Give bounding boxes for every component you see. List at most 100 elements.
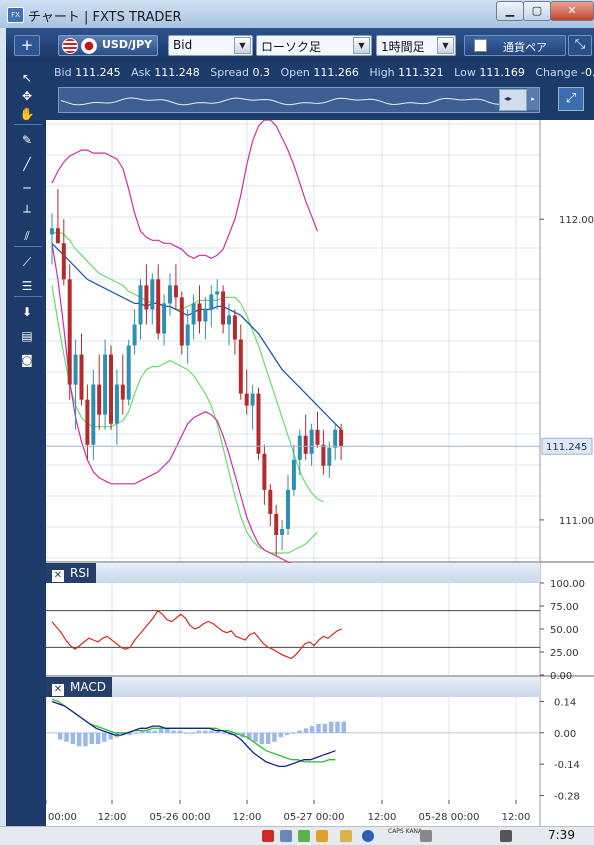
high-value: 111.321 bbox=[398, 66, 444, 79]
macd-tick-label: 0.14 bbox=[554, 697, 576, 708]
navigator-scroll-right-button[interactable]: ▸ bbox=[527, 88, 539, 110]
macd-histogram-bar bbox=[272, 732, 277, 742]
rsi-pane-tab[interactable]: ✕ RSI bbox=[46, 563, 96, 583]
close-icon[interactable]: ✕ bbox=[52, 570, 64, 582]
navigator-line bbox=[61, 97, 526, 106]
macd-pane-label: MACD bbox=[70, 680, 106, 694]
macd-tick-label: -0.14 bbox=[554, 760, 580, 771]
title-bar[interactable]: FX チャート | FXTS TRADER ▁ ▢ ✕ bbox=[0, 0, 594, 28]
candle-body bbox=[303, 435, 308, 454]
open-value: 111.266 bbox=[313, 66, 359, 79]
maximize-button[interactable]: ▢ bbox=[523, 1, 551, 21]
price-type-value: Bid bbox=[173, 38, 193, 52]
macd-histogram-bar bbox=[89, 732, 94, 745]
keyboard-tray-icon[interactable] bbox=[420, 830, 432, 842]
macd-histogram-bar bbox=[83, 732, 88, 747]
macd-histogram-bar bbox=[171, 730, 176, 733]
macd-histogram-bar bbox=[310, 726, 315, 733]
bollinger-lower-line bbox=[51, 243, 318, 575]
crosshair-tool-icon[interactable]: ✥ bbox=[21, 89, 33, 103]
close-icon[interactable]: ✕ bbox=[52, 684, 64, 696]
us-flag-icon bbox=[62, 38, 78, 54]
navigator-strip[interactable]: ◂▸ ▸ bbox=[58, 87, 540, 113]
bid-label: Bid bbox=[54, 66, 72, 79]
candle-body bbox=[333, 429, 338, 448]
minimize-button[interactable]: ▁ bbox=[496, 1, 524, 21]
rsi-tick-label: 100.00 bbox=[550, 579, 585, 590]
macd-histogram-bar bbox=[284, 732, 290, 736]
vline-tool-icon[interactable]: ┴ bbox=[23, 205, 31, 219]
close-button[interactable]: ✕ bbox=[550, 1, 594, 21]
download-icon[interactable]: ⬇ bbox=[21, 305, 33, 319]
macd-histogram-bar bbox=[209, 730, 214, 733]
hand-tool-icon[interactable]: ✋ bbox=[19, 107, 35, 121]
macd-histogram-bar bbox=[139, 730, 145, 733]
high-label: High bbox=[369, 66, 395, 79]
macd-histogram-bar bbox=[196, 730, 202, 733]
candle-body bbox=[109, 354, 113, 424]
chart-svg[interactable]: 111.245 112.000 111.000 100.00 75.00 50.00 25.… bbox=[46, 120, 594, 826]
zoom-fit-icon[interactable]: ⤢ bbox=[558, 87, 584, 111]
channel-tool-icon[interactable]: ⫽ bbox=[24, 229, 30, 243]
macd-tick-label: 0.00 bbox=[554, 729, 576, 740]
macd-histogram-bar bbox=[253, 732, 258, 742]
pointer-tool-icon[interactable]: ↖ bbox=[21, 71, 33, 85]
change-value: -0. bbox=[580, 66, 594, 79]
macd-line bbox=[51, 700, 336, 768]
hline-tool-icon[interactable]: ─ bbox=[23, 181, 31, 195]
candle-body bbox=[262, 453, 267, 490]
low-value: 111.169 bbox=[479, 66, 525, 79]
macd-histogram-bar bbox=[316, 723, 321, 733]
rsi-tick-label: 75.00 bbox=[550, 602, 579, 613]
macd-histogram-bar bbox=[297, 730, 302, 733]
macd-histogram-bar bbox=[303, 728, 309, 733]
navigator-thumb-glyph: ◂▸ bbox=[504, 94, 513, 103]
macd-histogram-bar bbox=[215, 730, 220, 733]
y-tick-label: 111.000 bbox=[559, 516, 594, 527]
app-window: FX チャート | FXTS TRADER ▁ ▢ ✕ + USD/JPY Bi… bbox=[0, 0, 594, 828]
network-tray-icon[interactable] bbox=[280, 830, 292, 842]
draw-tool-icon[interactable]: ✎ bbox=[21, 133, 33, 147]
fibonacci-tool-icon[interactable]: ☰ bbox=[21, 279, 33, 293]
help-tray-icon[interactable] bbox=[362, 830, 374, 842]
folder-tray-icon[interactable] bbox=[340, 830, 352, 842]
timeframe-dropdown[interactable]: 1時間足 ▼ bbox=[376, 35, 456, 56]
candle-body bbox=[280, 528, 285, 535]
candle-body bbox=[327, 447, 332, 466]
speaker-tray-icon[interactable] bbox=[500, 830, 512, 842]
chart-type-dropdown[interactable]: ローソク足 ▼ bbox=[256, 35, 372, 56]
compare-pair-toggle[interactable]: 通貨ペア bbox=[464, 35, 566, 56]
macd-pane-tab[interactable]: ✕ MACD bbox=[46, 677, 112, 697]
fan-tool-icon[interactable]: ⟋ bbox=[22, 255, 32, 269]
trendline-tool-icon[interactable]: ╱ bbox=[23, 157, 31, 171]
tool-separator bbox=[14, 246, 42, 247]
chart-type-value: ローソク足 bbox=[261, 40, 322, 54]
candle-body bbox=[321, 444, 326, 466]
chevron-down-icon: ▼ bbox=[353, 37, 370, 54]
list-icon[interactable]: ▤ bbox=[21, 329, 33, 343]
navigator-thumb[interactable]: ◂▸ bbox=[499, 89, 527, 111]
candle-body bbox=[91, 384, 96, 445]
candle-body bbox=[232, 315, 237, 340]
volume-tray-icon[interactable] bbox=[316, 830, 328, 842]
candle-body bbox=[55, 228, 60, 244]
app-tray-icon[interactable] bbox=[298, 830, 310, 842]
candle-body bbox=[315, 429, 320, 445]
expand-icon[interactable]: ⤡ bbox=[568, 35, 592, 56]
alert-tray-icon[interactable] bbox=[262, 830, 274, 842]
add-chart-button[interactable]: + bbox=[14, 35, 40, 56]
symbol-selector[interactable]: USD/JPY bbox=[58, 35, 158, 56]
app-icon: FX bbox=[7, 7, 24, 23]
chevron-down-icon: ▼ bbox=[234, 37, 251, 54]
candle-body bbox=[97, 384, 102, 415]
candle-body bbox=[238, 339, 243, 394]
price-type-dropdown[interactable]: Bid ▼ bbox=[168, 35, 253, 56]
camera-icon[interactable]: ◙ bbox=[21, 353, 33, 367]
x-tick-label: 12:00 bbox=[502, 812, 531, 823]
compare-checkbox[interactable] bbox=[474, 39, 487, 52]
timeframe-value: 1時間足 bbox=[381, 40, 425, 54]
macd-histogram-bar bbox=[291, 732, 296, 734]
low-label: Low bbox=[454, 66, 476, 79]
current-price-marker bbox=[541, 437, 593, 455]
candle-body bbox=[185, 324, 190, 346]
